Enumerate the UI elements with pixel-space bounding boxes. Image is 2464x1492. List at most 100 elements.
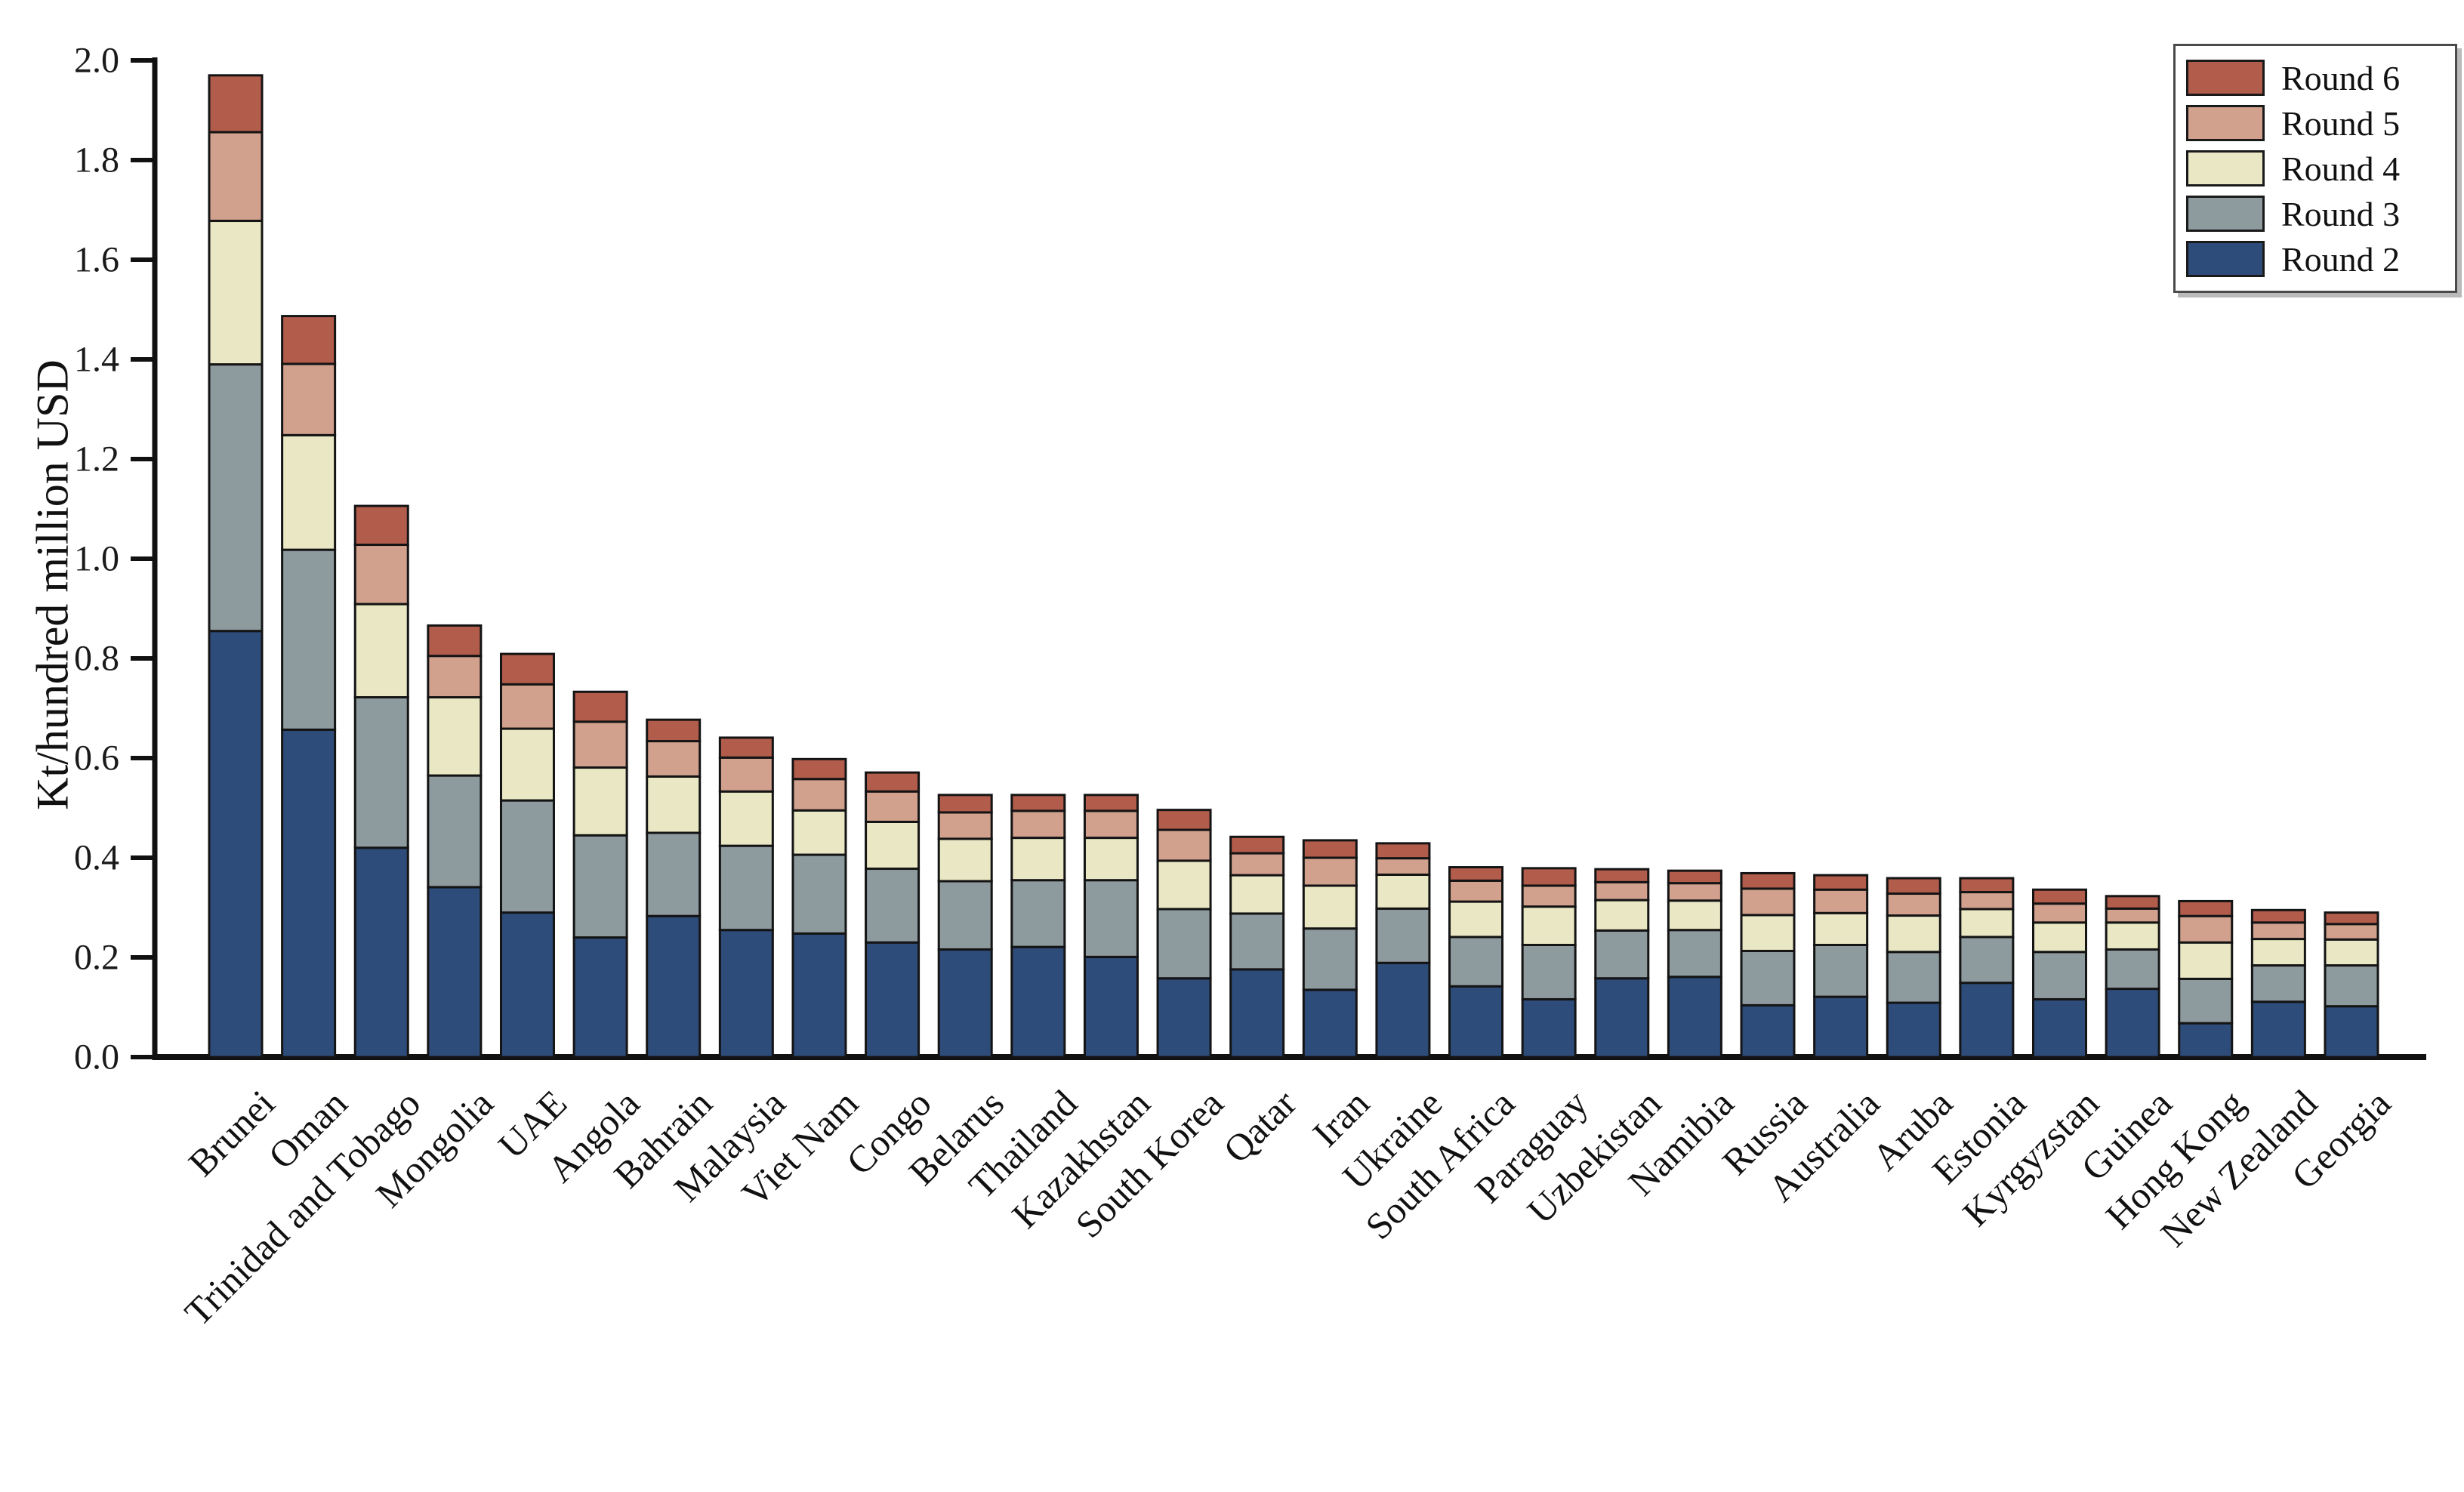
bar-segment-round-5-ukraine (1375, 857, 1431, 876)
bar-segment-round-2-mongolia (427, 886, 483, 1059)
legend-item-round-5: Round 5 (2186, 100, 2441, 146)
bar-segment-round-3-georgia (2324, 964, 2379, 1008)
bar-segment-round-3-mongolia (427, 774, 483, 889)
bar-segment-round-2-paraguay (1521, 997, 1577, 1059)
legend-item-round-6: Round 6 (2186, 55, 2441, 100)
bar-segment-round-3-russia (1740, 949, 1796, 1006)
bar-segment-round-2-aruba (1886, 1001, 1941, 1059)
bar-segment-round-5-bahrain (646, 740, 702, 778)
legend-swatch-icon (2186, 60, 2265, 96)
bar-segment-round-4-australia (1813, 911, 1869, 947)
bar-segment-round-2-malaysia (718, 929, 774, 1059)
bar-segment-round-5-mongolia (427, 655, 483, 698)
bar-segment-round-4-iran (1302, 884, 1358, 930)
bar-segment-round-3-belarus (937, 880, 993, 951)
bar-segment-round-6-thailand (1010, 794, 1066, 812)
bar-segment-round-6-kazakhstan (1083, 794, 1139, 812)
bar-segment-round-4-oman (281, 433, 337, 551)
bar-segment-round-4-guinea (2105, 921, 2160, 951)
bar-segment-round-3-south-korea (1156, 908, 1212, 980)
bar-segment-round-3-kyrgyzstan (2032, 951, 2087, 1000)
bar-segment-round-5-kyrgyzstan (2032, 902, 2087, 924)
y-tick-label: 1.0 (74, 538, 119, 579)
bar-segment-round-6-congo (865, 771, 921, 793)
bar-segment-round-3-oman (281, 548, 337, 731)
legend-label: Round 4 (2281, 149, 2401, 188)
bar-segment-round-5-trinidad-and-tobago (353, 544, 409, 606)
bar-segment-round-5-kazakhstan (1083, 809, 1139, 840)
bar-segment-round-4-russia (1740, 914, 1796, 952)
bar-segment-round-2-qatar (1229, 968, 1285, 1059)
bar-segment-round-6-brunei (208, 74, 264, 134)
bar-segment-round-5-guinea (2105, 907, 2160, 924)
bar-segment-round-3-congo (865, 868, 921, 944)
bar-segment-round-2-russia (1740, 1003, 1796, 1059)
legend-swatch-icon (2186, 150, 2265, 186)
bar-segment-round-6-qatar (1229, 835, 1285, 855)
bar-segment-round-2-oman (281, 728, 337, 1059)
bar-segment-round-2-congo (865, 941, 921, 1059)
bar-segment-round-5-angola (572, 720, 628, 769)
y-tick-label: 0.6 (74, 738, 119, 778)
bar-segment-round-2-guinea (2105, 988, 2160, 1059)
bar-segment-round-4-thailand (1010, 837, 1066, 882)
bar-segment-round-5-aruba (1886, 892, 1941, 917)
legend-label: Round 2 (2281, 239, 2401, 279)
bar-segment-round-4-new-zealand (2250, 938, 2306, 967)
bar-segment-round-3-ukraine (1375, 907, 1431, 964)
bar-segment-round-4-trinidad-and-tobago (353, 603, 409, 698)
bar-segment-round-2-viet-nam (791, 932, 847, 1059)
bar-segment-round-5-qatar (1229, 852, 1285, 877)
bar-segment-round-4-viet-nam (791, 809, 847, 856)
bar-segment-round-2-georgia (2324, 1005, 2379, 1059)
bar-segment-round-6-angola (572, 690, 628, 723)
legend: Round 6 Round 5 Round 4 Round 3 Round 2 (2173, 44, 2457, 293)
bar-segment-round-5-brunei (208, 131, 264, 223)
y-tick-label: 0.4 (74, 837, 119, 878)
bar-segment-round-6-uzbekistan (1594, 868, 1650, 883)
bar-segment-round-6-aruba (1886, 877, 1941, 896)
bar-segment-round-2-iran (1302, 988, 1358, 1059)
bar-segment-round-3-angola (572, 834, 628, 939)
bar-segment-round-2-thailand (1010, 945, 1066, 1059)
bar-segment-round-4-namibia (1667, 899, 1722, 932)
bar-segment-round-6-australia (1813, 874, 1869, 891)
bar-segment-round-6-hong-kong (2178, 899, 2234, 917)
y-tick-label: 1.8 (74, 140, 119, 180)
bar-segment-round-3-kazakhstan (1083, 879, 1139, 958)
bar-segment-round-4-kyrgyzstan (2032, 921, 2087, 954)
y-tick-label: 2.0 (74, 40, 119, 81)
bar-segment-round-2-hong-kong (2178, 1022, 2234, 1059)
bar-segment-round-5-georgia (2324, 923, 2379, 941)
bar-segment-round-3-new-zealand (2250, 964, 2306, 1003)
bar-segment-round-2-south-africa (1448, 985, 1504, 1059)
bar-segment-round-3-namibia (1667, 929, 1722, 979)
y-tick-label: 1.2 (74, 439, 119, 479)
bar-segment-round-6-estonia (1959, 877, 2015, 894)
bar-segment-round-3-uae (499, 799, 555, 914)
bar-segment-round-5-belarus (937, 811, 993, 840)
bar-segment-round-2-belarus (937, 948, 993, 1059)
bar-segment-round-2-angola (572, 936, 628, 1059)
bar-segment-round-5-malaysia (718, 756, 774, 793)
bar-segment-round-2-estonia (1959, 982, 2015, 1059)
bar-segment-round-2-ukraine (1375, 961, 1431, 1059)
bar-segment-round-2-namibia (1667, 976, 1722, 1059)
bar-segment-round-4-angola (572, 766, 628, 837)
bar-segment-round-5-congo (865, 790, 921, 823)
bar-segment-round-4-mongolia (427, 695, 483, 777)
y-axis-title: Kt/hundred million USD (27, 359, 78, 810)
bar-segment-round-2-trinidad-and-tobago (353, 846, 409, 1059)
y-tick-label: 1.4 (74, 339, 119, 380)
bar-segment-round-6-paraguay (1521, 867, 1577, 887)
bar-segment-round-4-hong-kong (2178, 941, 2234, 980)
bar-segment-round-4-qatar (1229, 874, 1285, 915)
bar-segment-round-4-ukraine (1375, 873, 1431, 910)
bar-segment-round-3-estonia (1959, 936, 2015, 985)
bar-segment-round-4-belarus (937, 837, 993, 883)
bar-segment-round-6-iran (1302, 839, 1358, 859)
bar-segment-round-6-trinidad-and-tobago (353, 504, 409, 547)
bar-segment-round-3-malaysia (718, 844, 774, 932)
